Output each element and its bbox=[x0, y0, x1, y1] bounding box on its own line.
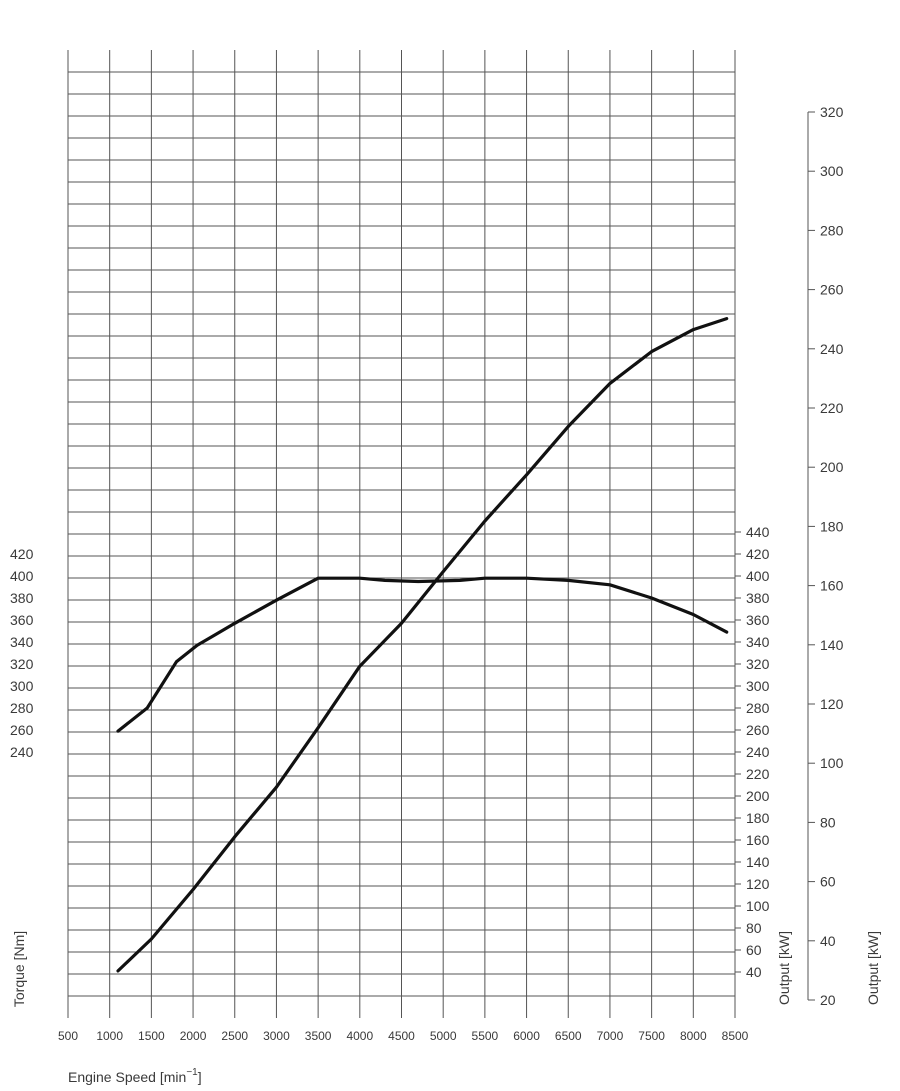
output-kw-tick-label: 160 bbox=[820, 578, 844, 594]
engine-speed-tick-label: 8500 bbox=[722, 1029, 749, 1043]
output-kw-tick-label: 320 bbox=[820, 104, 844, 120]
output-hp-axis-title: Output [kW] bbox=[776, 931, 792, 1005]
engine-speed-tick-label: 6000 bbox=[513, 1029, 540, 1043]
output-hp-tick-label: 360 bbox=[746, 612, 770, 628]
power-curve bbox=[116, 317, 729, 973]
torque-tick-label: 260 bbox=[10, 722, 34, 738]
output-hp-tick-label: 320 bbox=[746, 656, 770, 672]
torque-tick-label: 420 bbox=[10, 546, 34, 562]
output-hp-tick-label: 240 bbox=[746, 744, 770, 760]
engine-speed-tick-label: 2500 bbox=[221, 1029, 248, 1043]
output-hp-tick-label: 60 bbox=[746, 942, 762, 958]
engine-speed-tick-label: 6500 bbox=[555, 1029, 582, 1043]
output-kw-tick-label: 80 bbox=[820, 814, 836, 830]
engine-speed-tick-label: 5500 bbox=[472, 1029, 499, 1043]
output-kw-tick-label: 180 bbox=[820, 518, 844, 534]
engine-speed-axis-ticks: 500 1000 1500 2000 2500 3000 3500 4000 4500 5000 5… bbox=[58, 1029, 749, 1043]
output-hp-tick-label: 200 bbox=[746, 788, 770, 804]
output-hp-tick-label: 40 bbox=[746, 964, 762, 980]
output-hp-tick-label: 100 bbox=[746, 898, 770, 914]
engine-speed-tick-label: 8000 bbox=[680, 1029, 707, 1043]
output-hp-tick-label: 220 bbox=[746, 766, 770, 782]
output-kw-tick-label: 240 bbox=[820, 341, 844, 357]
torque-tick-label: 360 bbox=[10, 612, 34, 628]
output-hp-tick-label: 180 bbox=[746, 810, 770, 826]
output-hp-axis-ticks: 40 60 80 100 120 140 160 180 200 220 240 260 280 300 3… bbox=[735, 524, 770, 980]
engine-speed-tick-label: 4000 bbox=[346, 1029, 373, 1043]
output-hp-tick-label: 400 bbox=[746, 568, 770, 584]
output-kw-tick-label: 220 bbox=[820, 400, 844, 416]
torque-axis-title: Torque [Nm] bbox=[11, 931, 27, 1007]
output-hp-tick-label: 380 bbox=[746, 590, 770, 606]
torque-tick-label: 380 bbox=[10, 590, 34, 606]
output-kw-tick-label: 20 bbox=[820, 992, 836, 1008]
output-kw-tick-label: 280 bbox=[820, 222, 844, 238]
output-hp-tick-label: 440 bbox=[746, 524, 770, 540]
torque-tick-label: 400 bbox=[10, 568, 34, 584]
torque-tick-label: 240 bbox=[10, 744, 34, 760]
output-hp-tick-label: 120 bbox=[746, 876, 770, 892]
output-kw-tick-label: 60 bbox=[820, 874, 836, 890]
output-hp-tick-label: 340 bbox=[746, 634, 770, 650]
output-hp-tick-label: 80 bbox=[746, 920, 762, 936]
output-kw-tick-label: 200 bbox=[820, 459, 844, 475]
output-hp-tick-label: 280 bbox=[746, 700, 770, 716]
output-kw-tick-label: 40 bbox=[820, 933, 836, 949]
engine-speed-tick-label: 2000 bbox=[180, 1029, 207, 1043]
data-series bbox=[116, 317, 729, 973]
output-hp-tick-label: 260 bbox=[746, 722, 770, 738]
engine-speed-tick-label: 500 bbox=[58, 1029, 78, 1043]
output-kw-tick-label: 120 bbox=[820, 696, 844, 712]
torque-tick-label: 280 bbox=[10, 700, 34, 716]
engine-speed-tick-label: 1000 bbox=[96, 1029, 123, 1043]
output-kw-tick-label: 100 bbox=[820, 755, 844, 771]
output-kw-tick-label: 260 bbox=[820, 282, 844, 298]
torque-axis-ticks: 240 260 280 300 320 340 360 380 400 420 bbox=[10, 546, 34, 760]
output-kw-axis-title: Output [kW] bbox=[865, 931, 881, 1005]
engine-speed-tick-label: 3000 bbox=[263, 1029, 290, 1043]
grid-lines bbox=[67, 50, 736, 1018]
output-kw-tick-label: 140 bbox=[820, 637, 844, 653]
engine-speed-tick-label: 4500 bbox=[388, 1029, 415, 1043]
engine-speed-axis-title: Engine Speed [min−1] bbox=[68, 1067, 202, 1085]
output-hp-tick-label: 160 bbox=[746, 832, 770, 848]
engine-speed-tick-label: 1500 bbox=[138, 1029, 165, 1043]
output-hp-tick-label: 420 bbox=[746, 546, 770, 562]
torque-tick-label: 340 bbox=[10, 634, 34, 650]
engine-speed-tick-label: 3500 bbox=[305, 1029, 332, 1043]
output-hp-tick-label: 140 bbox=[746, 854, 770, 870]
output-kw-tick-label: 300 bbox=[820, 163, 844, 179]
output-hp-tick-label: 300 bbox=[746, 678, 770, 694]
torque-curve bbox=[116, 576, 729, 733]
torque-tick-label: 300 bbox=[10, 678, 34, 694]
torque-tick-label: 320 bbox=[10, 656, 34, 672]
engine-speed-tick-label: 7000 bbox=[597, 1029, 624, 1043]
engine-speed-tick-label: 5000 bbox=[430, 1029, 457, 1043]
engine-speed-tick-label: 7500 bbox=[638, 1029, 665, 1043]
output-kw-axis-ticks: 20 40 60 80 100 120 140 160 180 200 220 240 260 280 30… bbox=[807, 104, 844, 1008]
